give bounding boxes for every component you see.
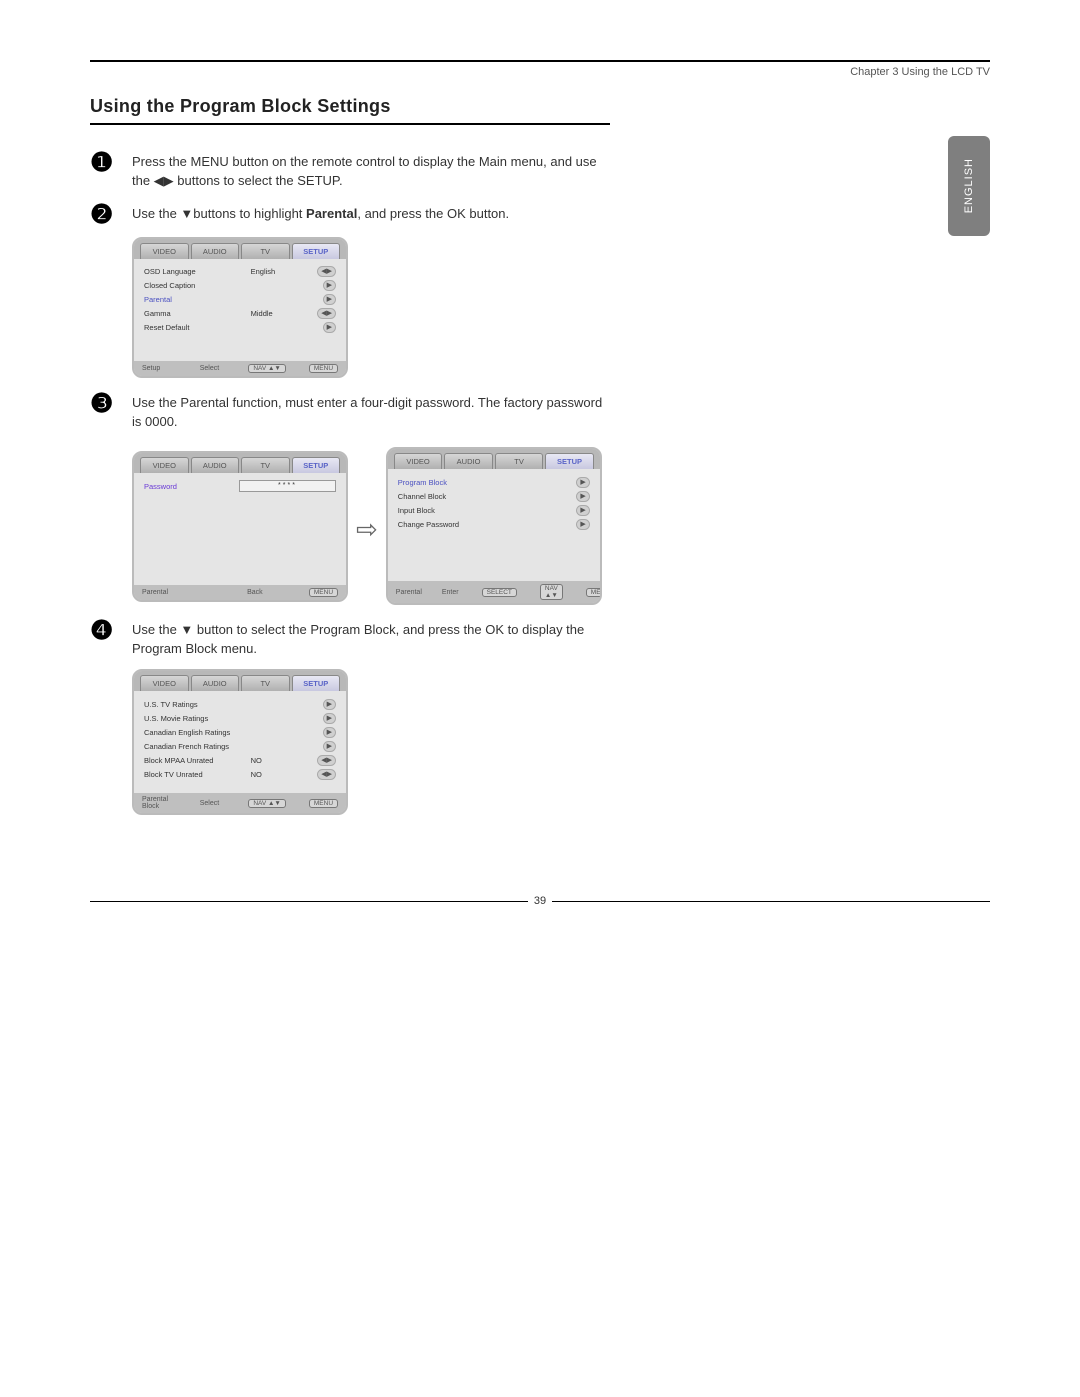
osd-parental-menu: VIDEO AUDIO TV SETUP Program Block▶Chann… bbox=[386, 447, 602, 605]
tab-audio: AUDIO bbox=[191, 243, 240, 259]
page-footer: 39 bbox=[90, 895, 990, 907]
step-4: ❹ Use the ▼ button to select the Program… bbox=[90, 617, 990, 659]
step-number-icon: ❶ bbox=[90, 149, 132, 175]
menu-item: Reset Default▶ bbox=[144, 321, 336, 335]
menu-item: Canadian French Ratings▶ bbox=[144, 739, 336, 753]
menu-item: Block TV UnratedNO◀▶ bbox=[144, 767, 336, 781]
osd-password-menu: VIDEO AUDIO TV SETUP Password **** Paren… bbox=[132, 451, 348, 602]
osd-tabs: VIDEO AUDIO TV SETUP bbox=[134, 239, 346, 259]
menu-item: Change Password▶ bbox=[398, 517, 590, 531]
page-number: 39 bbox=[528, 895, 552, 907]
step-number-icon: ❸ bbox=[90, 390, 132, 416]
tab-setup: SETUP bbox=[292, 243, 341, 259]
menu-item: OSD LanguageEnglish◀▶ bbox=[144, 265, 336, 279]
step-2: ❷ Use the ▼buttons to highlight Parental… bbox=[90, 201, 990, 227]
osd-program-block-menu: VIDEO AUDIO TV SETUP U.S. TV Ratings▶U.S… bbox=[132, 669, 348, 815]
tab-tv: TV bbox=[241, 243, 290, 259]
tab-video: VIDEO bbox=[140, 243, 189, 259]
menu-item: Block MPAA UnratedNO◀▶ bbox=[144, 753, 336, 767]
menu-item: U.S. Movie Ratings▶ bbox=[144, 711, 336, 725]
menu-item: GammaMiddle◀▶ bbox=[144, 307, 336, 321]
menu-item: Parental▶ bbox=[144, 293, 336, 307]
step-2-text: Use the ▼buttons to highlight Parental, … bbox=[132, 201, 509, 224]
step-1-text: Press the MENU button on the remote cont… bbox=[132, 149, 612, 191]
section-title: Using the Program Block Settings bbox=[90, 96, 990, 117]
manual-page: Chapter 3 Using the LCD TV Using the Pro… bbox=[0, 0, 1080, 1397]
arrow-right-icon: ⇨ bbox=[348, 514, 386, 545]
language-tab: ENGLISH bbox=[948, 136, 990, 236]
menu-item: Input Block▶ bbox=[398, 503, 590, 517]
menu-item: Program Block▶ bbox=[398, 475, 590, 489]
menu-item: Closed Caption▶ bbox=[144, 279, 336, 293]
chapter-header: Chapter 3 Using the LCD TV bbox=[90, 66, 990, 78]
step-4-text: Use the ▼ button to select the Program B… bbox=[132, 617, 612, 659]
menu-item: U.S. TV Ratings▶ bbox=[144, 697, 336, 711]
menu-item: Channel Block▶ bbox=[398, 489, 590, 503]
step-3: ❸ Use the Parental function, must enter … bbox=[90, 390, 990, 432]
password-field: **** bbox=[239, 480, 336, 492]
step-3-text: Use the Parental function, must enter a … bbox=[132, 390, 612, 432]
rule-sub bbox=[90, 123, 610, 125]
rule-top bbox=[90, 60, 990, 62]
language-label: ENGLISH bbox=[963, 158, 975, 213]
osd-setup-menu: VIDEO AUDIO TV SETUP OSD LanguageEnglish… bbox=[132, 237, 348, 378]
menu-item: Canadian English Ratings▶ bbox=[144, 725, 336, 739]
step-number-icon: ❹ bbox=[90, 617, 132, 643]
step-number-icon: ❷ bbox=[90, 201, 132, 227]
step-1: ❶ Press the MENU button on the remote co… bbox=[90, 149, 990, 191]
